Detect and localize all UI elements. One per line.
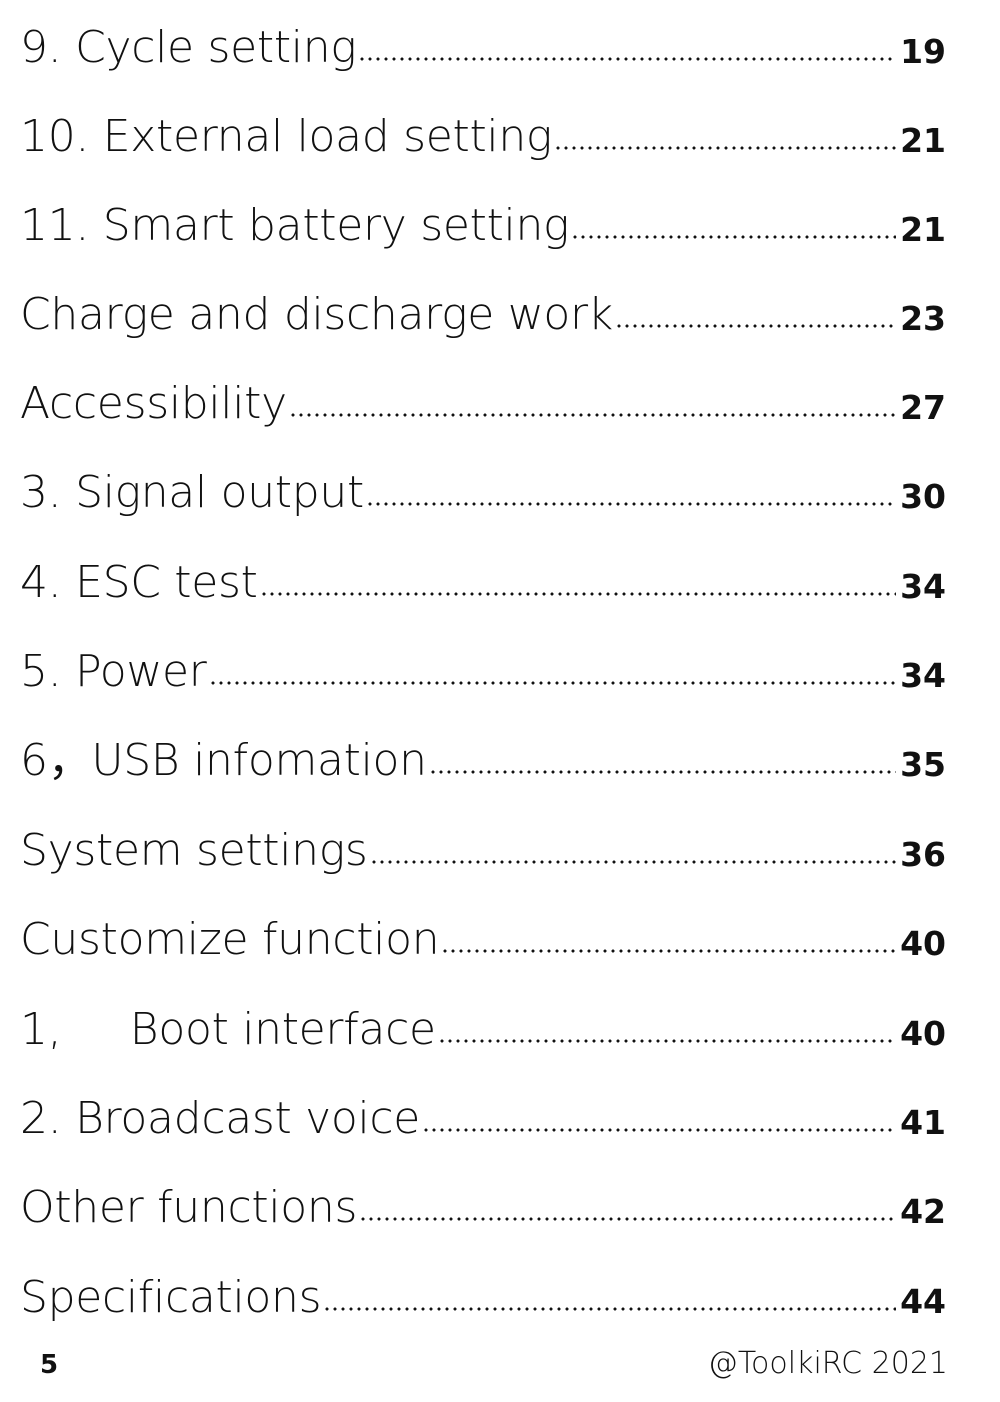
dot-leader xyxy=(441,948,897,954)
dot-leader xyxy=(615,323,897,329)
toc-entry-title: 2. Broadcast voice xyxy=(20,1093,421,1144)
toc-entry-title: Charge and discharge work xyxy=(20,289,613,340)
toc-entry-system-settings[interactable]: System settings 36 xyxy=(20,803,946,873)
toc-entry-page: 41 xyxy=(900,1103,946,1142)
toc-entry-cycle-setting[interactable]: 9. Cycle setting 19 xyxy=(20,0,946,70)
dot-leader xyxy=(437,1038,897,1044)
toc-entry-other-functions[interactable]: Other functions 42 xyxy=(20,1160,946,1230)
toc-entry-page: 27 xyxy=(900,388,946,427)
toc-entry-broadcast-voice[interactable]: 2. Broadcast voice 41 xyxy=(20,1071,946,1141)
toc-entry-page: 44 xyxy=(900,1282,946,1321)
toc-entry-page: 23 xyxy=(900,299,946,338)
toc-entry-page: 42 xyxy=(900,1192,946,1231)
toc-entry-title: 3. Signal output xyxy=(20,467,364,518)
toc-entry-power[interactable]: 5. Power 34 xyxy=(20,624,946,694)
toc-entry-title: Accessibility xyxy=(20,378,287,429)
toc-entry-title: 10. External load setting xyxy=(20,111,553,162)
dot-leader xyxy=(208,680,897,686)
toc-entry-title: 9. Cycle setting xyxy=(20,22,357,73)
toc-entry-usb-information[interactable]: 6，USB infomation 35 xyxy=(20,713,946,783)
toc-entry-title: System settings xyxy=(20,825,368,876)
toc-entry-title: 6，USB infomation xyxy=(20,735,427,786)
dot-leader xyxy=(369,859,897,865)
toc-entry-title: 4. ESC test xyxy=(20,557,258,608)
toc-entry-title: 1, Boot interface xyxy=(20,1004,436,1055)
toc-entry-charge-and-discharge-work[interactable]: Charge and discharge work 23 xyxy=(20,267,946,337)
dot-leader xyxy=(365,501,897,507)
dot-leader xyxy=(428,769,897,775)
footer-page-number: 5 xyxy=(40,1350,59,1380)
toc-entry-page: 36 xyxy=(900,835,946,874)
dot-leader xyxy=(358,56,897,62)
toc-entry-page: 21 xyxy=(900,210,946,249)
toc-entry-title: Customize function xyxy=(20,914,440,965)
toc-entry-external-load-setting[interactable]: 10. External load setting 21 xyxy=(20,89,946,159)
toc-entry-page: 34 xyxy=(900,567,946,606)
toc-entry-title: Other functions xyxy=(20,1182,358,1233)
toc-entry-page: 30 xyxy=(900,477,946,516)
toc-entry-page: 19 xyxy=(900,32,946,71)
toc-entry-page: 35 xyxy=(900,745,946,784)
toc-entry-title: 5. Power xyxy=(20,646,207,697)
toc-entry-title: Specifications xyxy=(20,1272,322,1323)
toc-entry-title: 11. Smart battery setting xyxy=(20,200,570,251)
toc-entry-smart-battery-setting[interactable]: 11. Smart battery setting 21 xyxy=(20,178,946,248)
dot-leader xyxy=(323,1306,897,1312)
toc-entry-specifications[interactable]: Specifications 44 xyxy=(20,1250,946,1320)
dot-leader xyxy=(571,234,897,240)
dot-leader xyxy=(288,412,897,418)
footer-copyright: @ToolkiRC 2021 xyxy=(707,1346,948,1381)
toc-entry-boot-interface[interactable]: 1, Boot interface 40 xyxy=(20,982,946,1052)
dot-leader xyxy=(359,1216,897,1222)
dot-leader xyxy=(422,1127,897,1133)
toc-entry-customize-function[interactable]: Customize function 40 xyxy=(20,892,946,962)
toc-entry-page: 40 xyxy=(900,1014,946,1053)
toc-entry-accessibility[interactable]: Accessibility 27 xyxy=(20,356,946,426)
toc-entry-page: 34 xyxy=(900,656,946,695)
toc-entry-page: 40 xyxy=(900,924,946,963)
dot-leader xyxy=(259,591,897,597)
toc-entry-esc-test[interactable]: 4. ESC test 34 xyxy=(20,535,946,605)
toc-entry-page: 21 xyxy=(900,121,946,160)
dot-leader xyxy=(554,145,897,151)
toc-entry-signal-output[interactable]: 3. Signal output 30 xyxy=(20,445,946,515)
